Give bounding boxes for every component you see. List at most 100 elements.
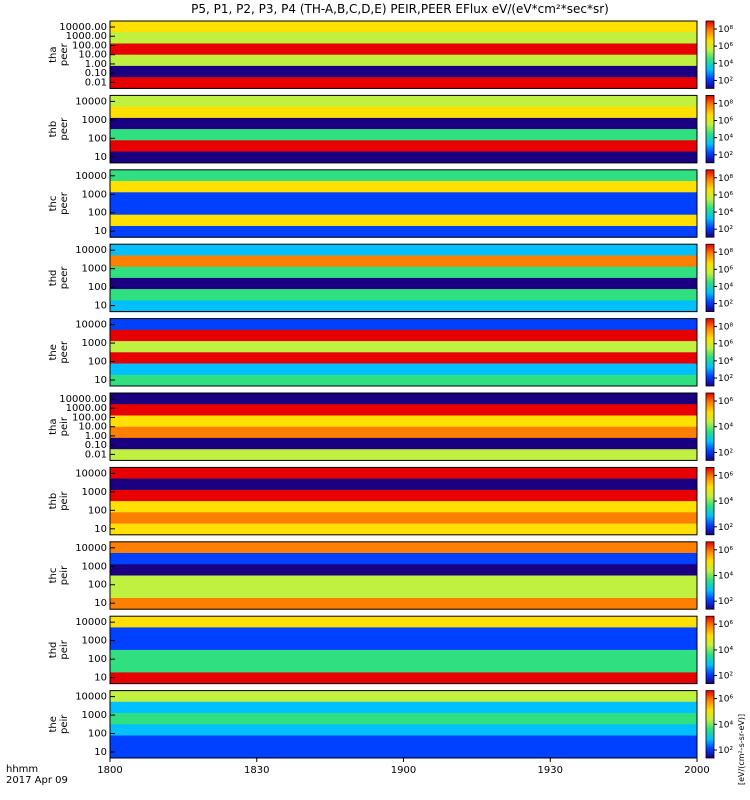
y-tick-label: 1000 (82, 561, 107, 572)
colorbar-tick-label: 10⁶ (718, 546, 733, 556)
spectrogram-band (110, 21, 697, 33)
y-tick-label: 10000 (75, 468, 107, 479)
y-tick-label: 10000.00 (59, 22, 107, 33)
colorbar-tick-label: 10⁶ (718, 397, 733, 407)
colorbar-tick-label: 10⁶ (718, 471, 733, 481)
y-tick-label: 10000 (75, 245, 107, 256)
colorbar-tick-label: 10² (718, 672, 733, 682)
spectrogram-band (110, 329, 697, 342)
spectrogram-band (110, 192, 697, 204)
y-tick-label: 100 (88, 729, 107, 740)
panels-group: 10000.001000.00100.0010.001.000.100.01th… (48, 20, 733, 759)
y-tick-label: 0.01 (85, 449, 107, 460)
spectrogram-band (110, 289, 697, 301)
panel-frame (109, 466, 698, 536)
spectrogram-band (110, 140, 697, 152)
colorbar-tick-label: 10² (718, 523, 733, 533)
y-axis-label-instrument: peir (59, 639, 70, 659)
y-tick-label: 1000 (82, 115, 107, 126)
x-tick-label: 1900 (391, 765, 416, 776)
panel-frame (109, 615, 698, 685)
colorbar-tick-label: 10² (718, 374, 733, 384)
spectrogram-band (110, 95, 697, 108)
y-tick-label: 0.10 (85, 440, 107, 451)
y-tick-label: 100 (88, 133, 107, 144)
y-tick-label: 100 (88, 654, 107, 665)
y-tick-label: 1000 (82, 636, 107, 647)
y-axis-label-probe: the (48, 344, 59, 360)
y-tick-label: 10.00 (78, 422, 107, 433)
y-tick-label: 0.01 (85, 77, 107, 88)
spectrogram-band (110, 43, 697, 56)
date-label: 2017 Apr 09 (6, 775, 68, 786)
y-tick-label: 10 (94, 226, 107, 237)
colorbar-tick-label: 10⁶ (718, 265, 733, 275)
spectrogram-band (110, 541, 697, 554)
y-tick-label: 100 (88, 505, 107, 516)
figure-title: P5, P1, P2, P3, P4 (TH-A,B,C,D,E) PEIR,P… (191, 2, 609, 16)
y-tick-label: 10 (94, 152, 107, 163)
colorbar-tick-label: 10² (718, 151, 733, 161)
y-tick-label: 1000 (82, 189, 107, 200)
spectrogram-band (110, 616, 697, 628)
y-axis-label-probe: tha (48, 47, 59, 63)
y-tick-label: 100 (88, 580, 107, 591)
y-axis-label-probe: thd (48, 642, 59, 659)
colorbar-label: [eV/(cm²-s-sr-eV)] (737, 714, 746, 785)
y-tick-label: 10 (94, 598, 107, 609)
colorbar (705, 541, 715, 610)
y-tick-label: 1000 (82, 487, 107, 498)
y-axis-label-instrument: peir (59, 416, 70, 436)
y-axis-label-probe: tha (48, 419, 59, 435)
y-tick-label: 1.00 (85, 431, 107, 442)
y-axis-label-probe: the (48, 716, 59, 732)
colorbar (705, 615, 715, 685)
panel-thc_peir: 10000 1000 100 10 thc peir 10⁶ 10⁴ 10² (48, 541, 733, 610)
spectrogram-band (110, 575, 697, 588)
colorbar (705, 318, 715, 387)
spectrogram-band (110, 512, 697, 524)
colorbar (705, 20, 715, 89)
spectrogram-band (110, 255, 697, 268)
spectrogram-band (110, 169, 697, 182)
colorbar (705, 392, 715, 461)
spectrogram-band (110, 478, 697, 491)
spectrogram-band (110, 300, 697, 313)
colorbar-tick-label: 10² (718, 448, 733, 458)
spectrogram-band (110, 266, 697, 279)
x-axis: 1800 1830 1900 1930 2000 (97, 757, 710, 776)
x-axis-label: hhmm (6, 764, 38, 775)
colorbar-tick-label: 10⁴ (718, 59, 733, 69)
spectrogram-band (110, 437, 697, 450)
spectrogram-band (110, 244, 697, 256)
y-tick-label: 100 (88, 357, 107, 368)
y-tick-label: 10000 (75, 171, 107, 182)
y-tick-label: 1000.00 (66, 31, 107, 42)
colorbar-tick-label: 10⁴ (718, 572, 733, 582)
colorbar (705, 95, 715, 164)
y-tick-label: 100.00 (72, 412, 107, 423)
panel-thc_peer: 10000 1000 100 10 thc peer 10⁸ 10⁶ 10⁴ 10² (48, 169, 733, 238)
panel-frame (109, 243, 698, 313)
y-tick-label: 10000 (75, 96, 107, 107)
colorbar (705, 169, 715, 238)
y-tick-label: 0.10 (85, 68, 107, 79)
spectrogram-band (110, 672, 697, 685)
spectrogram-band (110, 277, 697, 290)
y-axis-label-probe: thb (48, 493, 59, 510)
panel-thd_peir: 10000 1000 100 10 thd peir 10⁶ 10⁴ 10² (48, 615, 733, 685)
y-tick-label: 100 (88, 282, 107, 293)
spectrogram-band (110, 32, 697, 44)
colorbar-tick-label: 10² (718, 76, 733, 86)
spectrogram-band (110, 106, 697, 119)
panel-thd_peer: 10000 1000 100 10 thd peer 10⁸ 10⁶ 10⁴ 10² (48, 243, 733, 313)
panel-thb_peer: 10000 1000 100 10 thb peer 10⁸ 10⁶ 10⁴ 10² (48, 94, 733, 164)
colorbar-tick-label: 10⁶ (718, 117, 733, 127)
panel-frame (109, 541, 698, 610)
spectrogram-band (110, 226, 697, 238)
x-tick-label: 1830 (244, 765, 269, 776)
spectrogram-band (110, 598, 697, 610)
spectrogram-band (110, 318, 697, 331)
